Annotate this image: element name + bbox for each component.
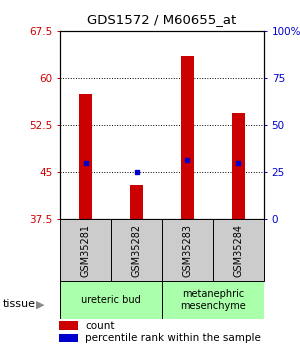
- Text: GDS1572 / M60655_at: GDS1572 / M60655_at: [87, 13, 237, 26]
- Text: count: count: [85, 321, 115, 331]
- Bar: [162, 281, 264, 319]
- Text: GSM35282: GSM35282: [131, 224, 142, 277]
- Bar: [79, 94, 92, 219]
- Bar: [59, 322, 78, 330]
- Text: tissue: tissue: [3, 299, 36, 309]
- Bar: [130, 185, 143, 219]
- Text: GSM35281: GSM35281: [80, 224, 91, 277]
- Text: ▶: ▶: [36, 299, 45, 309]
- Bar: [162, 219, 213, 281]
- Bar: [59, 334, 78, 342]
- Bar: [232, 112, 245, 219]
- Text: GSM35284: GSM35284: [233, 224, 244, 277]
- Text: metanephric
mesenchyme: metanephric mesenchyme: [180, 289, 246, 311]
- Bar: [60, 219, 111, 281]
- Bar: [181, 56, 194, 219]
- Text: GSM35283: GSM35283: [182, 224, 193, 277]
- Text: ureteric bud: ureteric bud: [81, 295, 141, 305]
- Text: percentile rank within the sample: percentile rank within the sample: [85, 333, 261, 343]
- Bar: [60, 281, 162, 319]
- Bar: [213, 219, 264, 281]
- Bar: [111, 219, 162, 281]
